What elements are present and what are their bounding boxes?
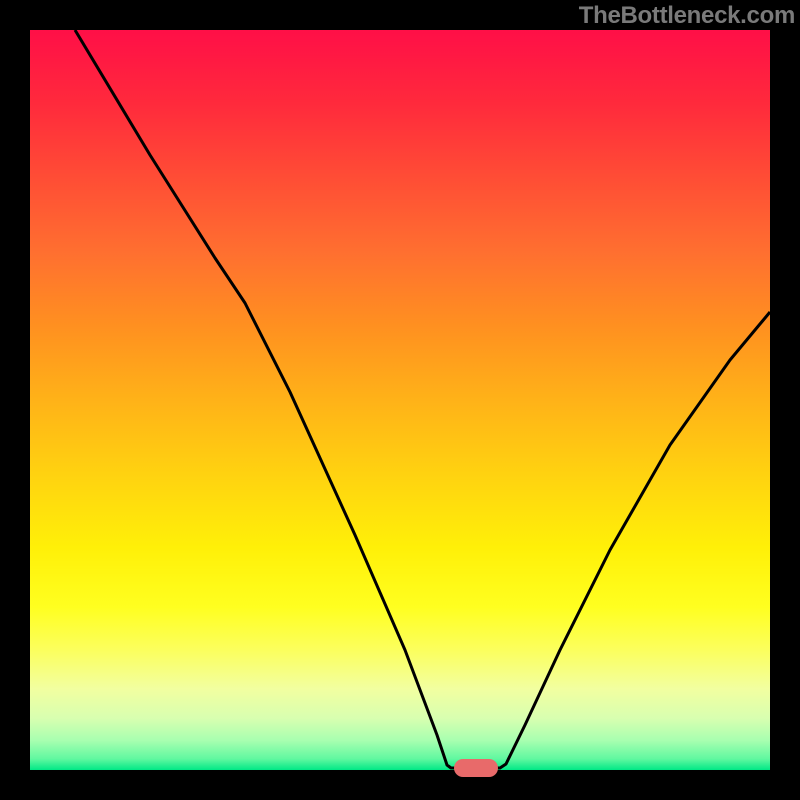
ideal-zone-marker [454,759,498,777]
watermark-text: TheBottleneck.com [579,2,795,30]
bottleneck-curve [30,30,770,770]
